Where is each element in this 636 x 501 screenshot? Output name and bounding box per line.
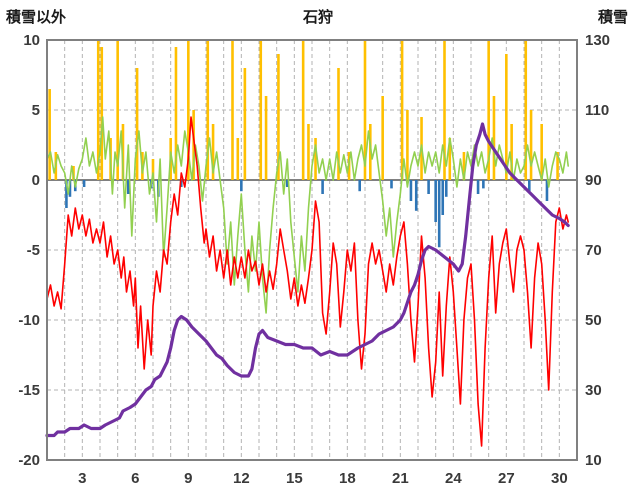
right-axis-tick-label: 50 [585,312,602,329]
left-axis-tick-label: -15 [18,382,40,399]
left-axis-tick-label: 5 [32,102,40,119]
right-axis-tick-label: 110 [585,102,609,119]
x-axis-tick-label: 24 [445,470,462,487]
right-axis-tick-label: 130 [585,32,610,49]
x-axis-tick-label: 15 [286,470,303,487]
left-axis-tick-label: -5 [27,242,40,259]
left-axis-tick-label: -20 [18,452,40,469]
left-axis-tick-label: 10 [23,32,40,49]
x-axis-tick-label: 27 [498,470,515,487]
x-axis-tick-label: 12 [233,470,250,487]
right-axis-tick-label: 30 [585,382,602,399]
left-axis-tick-label: -10 [18,312,40,329]
x-axis-tick-label: 30 [551,470,568,487]
x-axis-tick-label: 9 [184,470,192,487]
x-axis-tick-label: 3 [78,470,86,487]
right-axis-tick-label: 90 [585,172,602,189]
x-axis-tick-label: 18 [339,470,356,487]
right-axis-tick-label: 10 [585,452,602,469]
x-axis-tick-label: 6 [131,470,139,487]
right-axis-tick-label: 70 [585,242,602,259]
left-axis-tick-label: 0 [32,172,40,189]
chart-title: 石狩 [302,9,333,26]
left-axis-title: 積雪以外 [6,9,67,26]
right-axis-title: 積雪 [597,9,628,26]
x-axis-tick-label: 21 [392,470,409,487]
